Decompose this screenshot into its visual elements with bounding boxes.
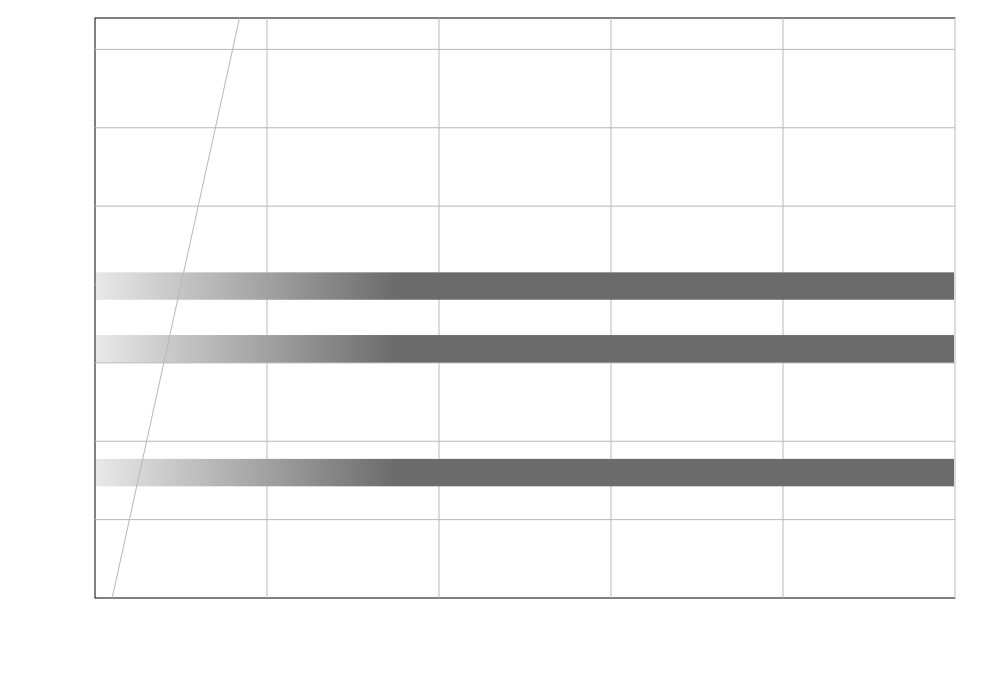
reference-band: [96, 272, 954, 299]
reference-band: [96, 459, 954, 486]
plot-area: [95, 18, 955, 598]
savings-vs-investment-chart: [0, 0, 982, 675]
reference-band: [96, 335, 954, 362]
